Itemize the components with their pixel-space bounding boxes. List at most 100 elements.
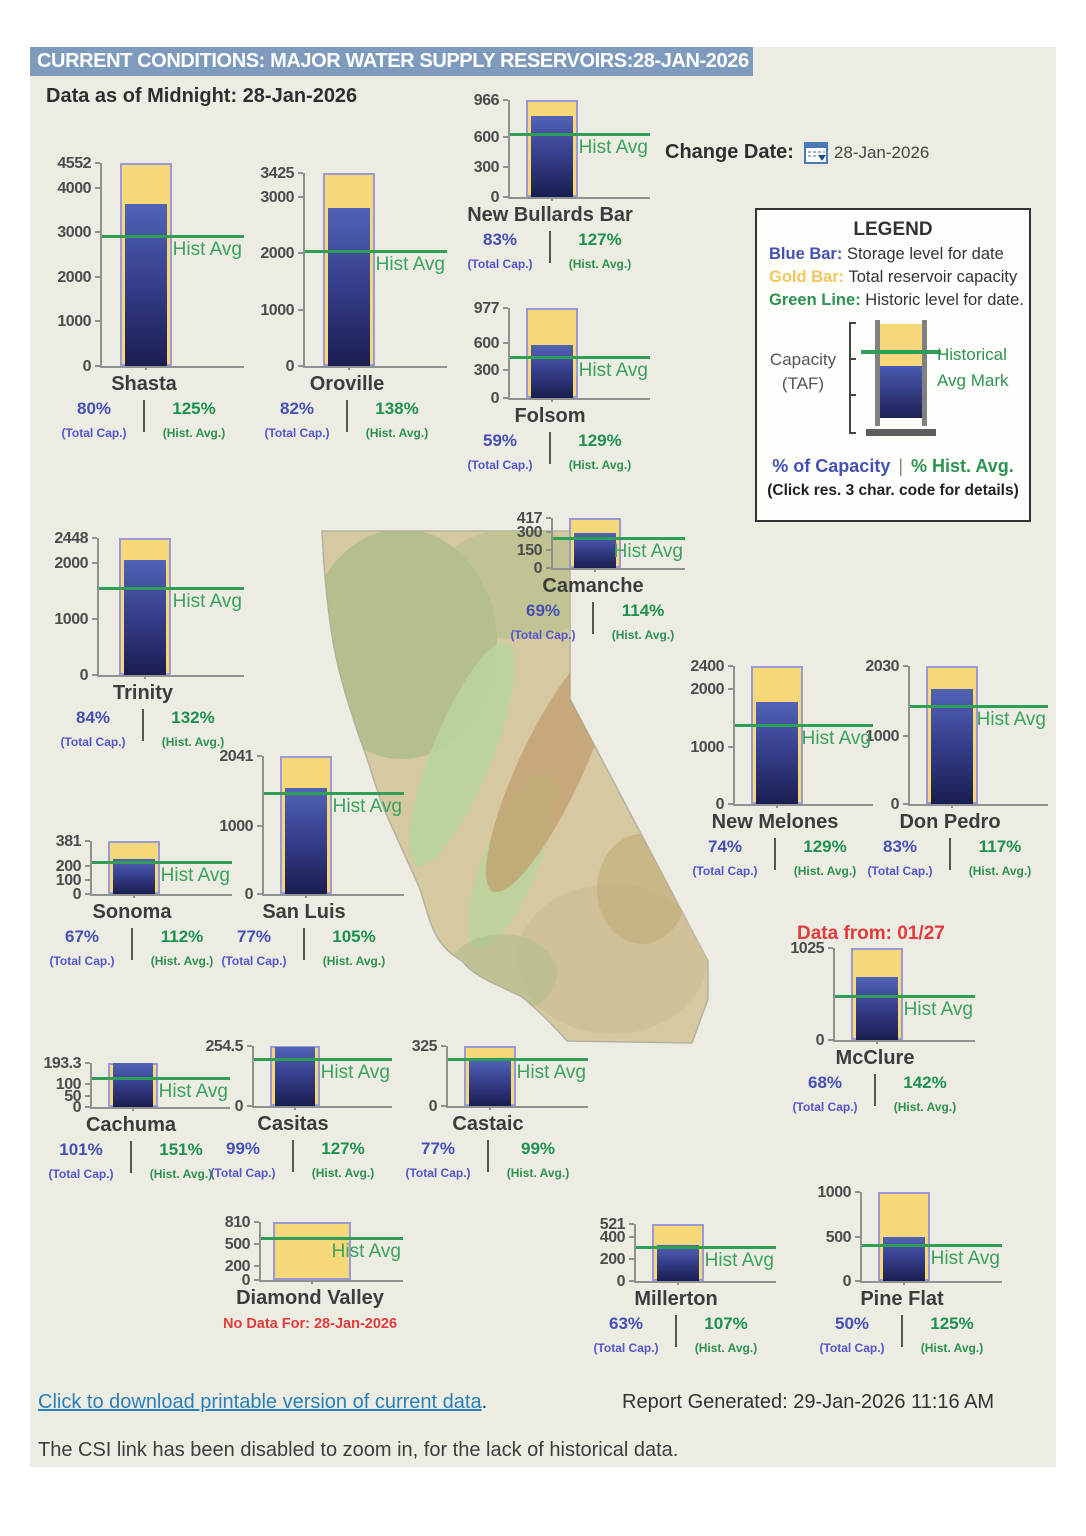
axis-tick-label: 150 <box>516 542 543 559</box>
storage-bar <box>469 1059 511 1106</box>
report-generated-text: Report Generated: 29-Jan-2026 11:16 AM <box>622 1391 995 1413</box>
bar-axis-tick <box>305 894 307 898</box>
storage-bar <box>275 1046 315 1106</box>
axis-tick-label: 4000 <box>57 179 91 197</box>
legend-item-blue-bar: Blue Bar: Storage level for date <box>769 245 1004 263</box>
percent-block: 99% 127% (Total Cap.) (Hist. Avg.) <box>193 1139 393 1180</box>
axis-tick-label: 0 <box>241 1272 251 1289</box>
total-cap-caption: (Total Cap.) <box>405 1166 471 1180</box>
axis-tick-label: 400 <box>599 1229 626 1247</box>
hist-avg-label: Hist Avg <box>903 998 973 1020</box>
chart-plot: Hist Avg <box>95 162 244 370</box>
axis-tick-label: 1000 <box>690 738 724 756</box>
axis-tick-label: 600 <box>473 128 500 146</box>
percent-row: 67% 112% <box>32 927 232 947</box>
chart-plot: Hist Avg <box>903 665 1048 808</box>
axis-tick-mark <box>92 674 97 676</box>
axis-tick-label: 2030 <box>865 658 899 675</box>
axis-tick-label: 0 <box>234 1098 244 1115</box>
axis-tick-label: 0 <box>890 796 900 813</box>
reservoir-name: Pine Flat <box>860 1288 944 1310</box>
total-cap-caption: (Total Cap.) <box>210 1166 276 1180</box>
axis-tick-label: 300 <box>473 362 500 380</box>
axis-tick-mark <box>503 99 508 101</box>
bar-axis-tick <box>145 366 147 370</box>
axis-tick-label: 0 <box>285 358 295 375</box>
percent-row: 77% 99% <box>388 1139 588 1159</box>
calendar-icon[interactable] <box>803 141 828 164</box>
storage-bar <box>883 1236 925 1281</box>
axis-tick-mark <box>828 947 833 949</box>
hist-avg-caption: (Hist. Avg.) <box>568 257 632 271</box>
axis-tick-mark <box>441 1045 446 1047</box>
axis-tick-mark <box>728 803 733 805</box>
historical-avg-line <box>92 861 232 865</box>
storage-bar <box>756 701 798 804</box>
axis-tick-mark <box>247 1105 252 1107</box>
percent-row: 83% 127% <box>450 230 650 250</box>
axis-tick-label: 0 <box>490 390 500 407</box>
bar-axis-tick <box>903 1281 905 1285</box>
percent-divider <box>143 400 145 432</box>
bar-axis-tick <box>144 675 146 679</box>
axis-tick-mark <box>95 320 100 323</box>
axis-tick-label: 3000 <box>57 224 91 242</box>
hist-avg-caption: (Hist. Avg.) <box>161 735 225 749</box>
percent-row: 77% 105% <box>204 927 404 947</box>
chart-plot: Hist Avg <box>298 172 447 370</box>
percent-of-hist-avg: 114% <box>621 601 665 620</box>
historical-avg-mark-label: Historical Avg Mark <box>937 345 1009 390</box>
axis-tick-label: 300 <box>516 524 543 542</box>
legend-diagram: Capacity (TAF) Historical Avg Mark <box>757 320 1029 448</box>
axis-tick-mark <box>92 537 97 539</box>
axis-tick-label: 100 <box>55 1076 82 1094</box>
axis-tick-mark <box>855 1235 860 1238</box>
storage-bar <box>531 344 573 398</box>
percent-of-hist-avg: 112% <box>160 927 204 946</box>
historical-avg-line <box>636 1246 776 1250</box>
axis-tick-mark <box>629 1236 634 1239</box>
change-date-value[interactable]: 28-Jan-2026 <box>833 142 930 162</box>
hist-avg-caption: (Hist. Avg.) <box>568 458 632 472</box>
download-link[interactable]: Click to download printable version of c… <box>38 1391 482 1413</box>
axis-tick-label: 1000 <box>57 313 91 331</box>
hist-avg-caption: (Hist. Avg.) <box>893 1100 957 1114</box>
axis-tick-label: 966 <box>473 92 500 109</box>
axis-tick-mark <box>257 893 262 895</box>
percent-of-capacity: 80% <box>76 399 112 418</box>
axis-tick-mark <box>85 1094 90 1097</box>
bar-axis-tick <box>876 1040 878 1044</box>
hist-avg-caption: (Hist. Avg.) <box>149 1167 213 1181</box>
storage-bar <box>113 858 155 894</box>
historical-avg-line <box>553 536 685 540</box>
axis-tick-label: 1000 <box>219 818 253 836</box>
hist-avg-caption: (Hist. Avg.) <box>793 864 857 878</box>
stale-data-note: Data from: 01/27 <box>797 923 945 944</box>
storage-bar <box>125 203 167 366</box>
bar-axis-tick <box>311 1280 313 1284</box>
axis-tick-label: 810 <box>224 1214 251 1231</box>
chart-footer: Casitas 99% 127% (Total Cap.) (Hist. Avg.) <box>193 1112 393 1180</box>
axis-tick-label: 100 <box>55 872 82 890</box>
bar-axis-tick <box>348 366 350 370</box>
reservoir-name: Casitas <box>257 1113 329 1135</box>
historical-avg-line <box>862 1244 1002 1248</box>
storage-bar <box>113 1063 153 1107</box>
percent-of-hist-avg: 129% <box>578 431 622 450</box>
chart-plot: Hist Avg <box>855 1191 1002 1285</box>
axis-tick-mark <box>503 341 508 344</box>
total-cap-caption: (Total Cap.) <box>867 864 933 878</box>
legend-item-gold-bar: Gold Bar: Total reservoir capacity <box>769 268 1018 286</box>
chart-plot: Hist Avg <box>92 537 244 679</box>
hist-avg-caption: (Hist. Avg.) <box>920 1341 984 1355</box>
reservoir-name: Diamond Valley <box>236 1287 384 1309</box>
hist-avg-label: Hist Avg <box>578 136 648 158</box>
percent-row: 50% 125% <box>802 1314 1002 1334</box>
axis-tick-mark <box>85 893 90 895</box>
hist-avg-caption: (Hist. Avg.) <box>150 954 214 968</box>
percent-of-hist-avg: 125% <box>172 399 216 418</box>
axis-tick-mark <box>903 735 908 738</box>
axis-tick-label: 1000 <box>817 1184 851 1201</box>
